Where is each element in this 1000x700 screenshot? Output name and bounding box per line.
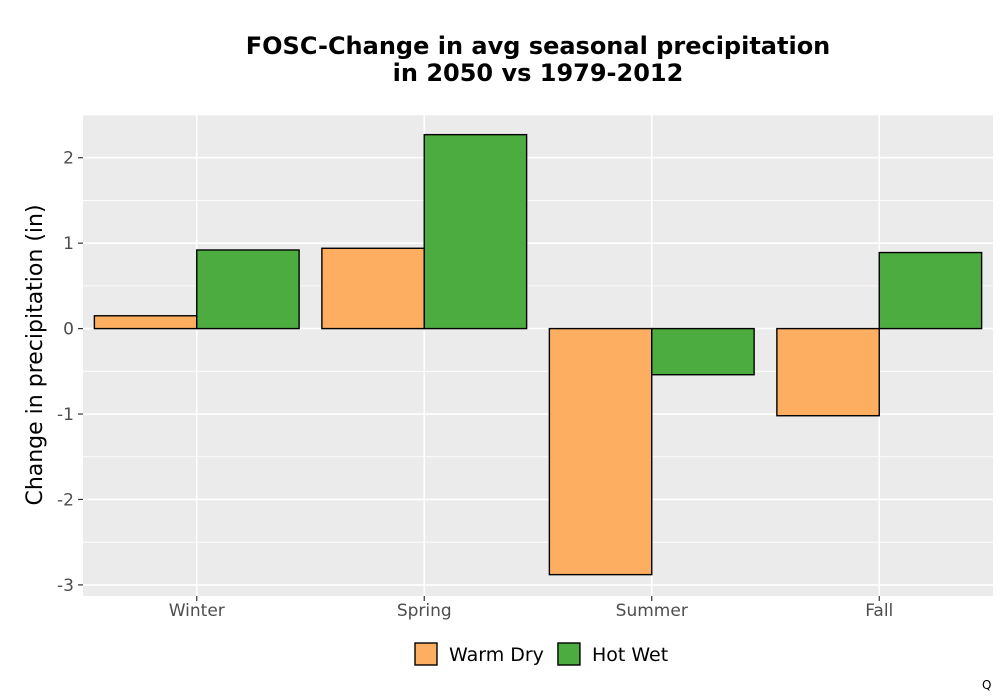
x-tick-label: Spring <box>397 601 452 621</box>
bar-warm-dry-fall <box>776 327 880 417</box>
x-tick-label: Fall <box>865 601 893 621</box>
bar-warm-dry-winter <box>93 315 198 330</box>
y-tick-label: 0 <box>63 320 74 340</box>
legend: Warm Dry Hot Wet <box>414 642 668 666</box>
chart-title-line-2: in 2050 vs 1979-2012 <box>392 59 684 87</box>
legend-label-warm-dry: Warm Dry <box>449 644 544 666</box>
bar-warm-dry-summer <box>548 327 653 576</box>
x-tick-label: Summer <box>616 601 688 621</box>
legend-label-hot-wet: Hot Wet <box>592 644 668 666</box>
bar-hot-wet-summer <box>651 327 755 376</box>
y-tick-label: 1 <box>63 234 74 254</box>
y-tick-label: -1 <box>57 405 74 425</box>
bars <box>93 133 983 576</box>
bar-hot-wet-winter <box>196 249 300 330</box>
y-tick-label: 2 <box>63 149 74 169</box>
y-axis: 2 1 0 -1 -2 -3 <box>57 149 83 596</box>
legend-key-warm-dry <box>414 642 438 666</box>
chart-title-line-1: FOSC-Change in avg seasonal precipitatio… <box>245 32 831 60</box>
bar-hot-wet-fall <box>878 251 983 330</box>
corner-mark: Q <box>982 678 992 692</box>
bar-hot-wet-spring <box>423 133 528 330</box>
y-tick-label: -2 <box>57 490 74 510</box>
y-axis-label: Change in precipitation (in) <box>23 204 48 505</box>
legend-key-hot-wet <box>557 642 581 666</box>
x-axis: Winter Spring Summer Fall <box>169 596 893 621</box>
y-tick-label: -3 <box>57 576 74 596</box>
x-tick-label: Winter <box>169 601 225 621</box>
bar-warm-dry-spring <box>321 247 425 330</box>
